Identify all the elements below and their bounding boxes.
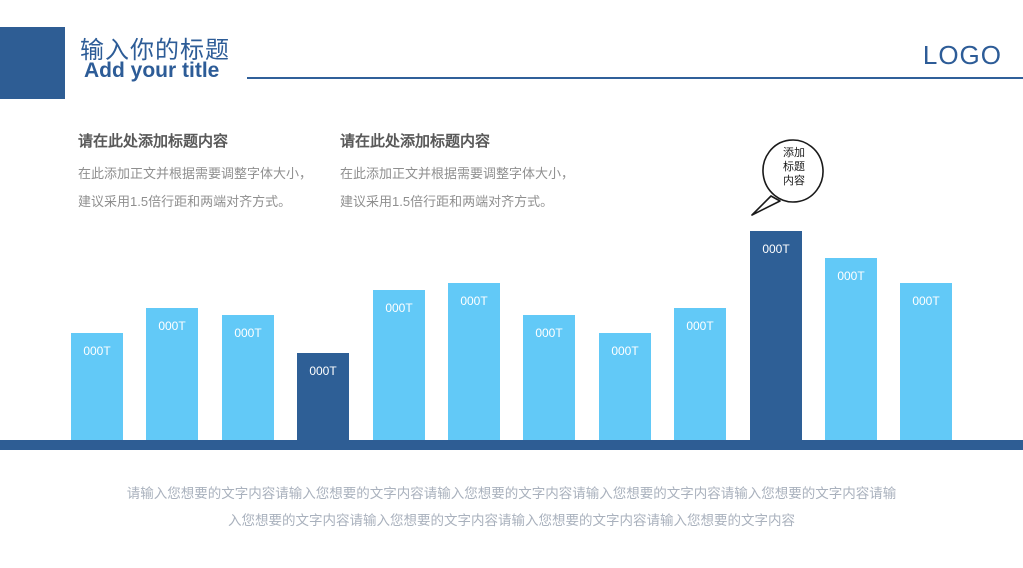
chart-bar: 000T: [825, 258, 877, 440]
intro-body-line: 建议采用1.5倍行距和两端对齐方式。: [340, 194, 554, 209]
chart-bar: 000T: [222, 315, 274, 440]
intro-heading: 请在此处添加标题内容: [340, 133, 491, 150]
page-title-cn: 输入你的标题: [80, 37, 230, 64]
speech-bubble-text: 添加 标题 内容: [770, 146, 818, 188]
bar-value-label: 000T: [535, 326, 563, 340]
logo-text: LOGO: [922, 40, 1002, 70]
bar-value-label: 000T: [611, 344, 639, 358]
footer-line-1: 请输入您想要的文字内容请输入您想要的文字内容请输入您想要的文字内容请输入您想要的…: [126, 486, 897, 501]
speech-bubble-line: 添加: [783, 147, 805, 159]
bar-value-label: 000T: [158, 319, 186, 333]
bar-value-label: 000T: [912, 294, 940, 308]
bar-value-label: 000T: [837, 269, 865, 283]
intro-heading: 请在此处添加标题内容: [78, 133, 229, 150]
bar-value-label: 000T: [686, 319, 714, 333]
chart-bar: 000T: [448, 283, 500, 440]
chart-bar: 000T: [523, 315, 575, 440]
header-divider-line: [247, 77, 1023, 79]
chart-bar: 000T: [674, 308, 726, 440]
bar-value-label: 000T: [762, 242, 790, 256]
chart-bar: 000T: [373, 290, 425, 440]
intro-body-line: 在此添加正文并根据需要调整字体大小，: [78, 166, 313, 181]
chart-bar: 000T: [900, 283, 952, 440]
header-accent-square: [0, 27, 65, 99]
bar-value-label: 000T: [309, 364, 337, 378]
chart-bar: 000T: [71, 333, 123, 440]
footer-line-2: 入您想要的文字内容请输入您想要的文字内容请输入您想要的文字内容请输入您想要的文字…: [228, 513, 795, 528]
page-title-en: Add your title: [84, 59, 220, 82]
chart-bar-highlighted: 000T: [297, 353, 349, 440]
intro-block-1: 请在此处添加标题内容 在此添加正文并根据需要调整字体大小， 建议采用1.5倍行距…: [78, 130, 318, 216]
intro-block-2: 请在此处添加标题内容 在此添加正文并根据需要调整字体大小， 建议采用1.5倍行距…: [340, 130, 580, 216]
speech-bubble-icon: [751, 139, 824, 216]
bar-value-label: 000T: [83, 344, 111, 358]
chart-baseline: [0, 440, 1023, 450]
bar-value-label: 000T: [234, 326, 262, 340]
bar-value-label: 000T: [385, 301, 413, 315]
chart-bar: 000T: [599, 333, 651, 440]
footer-placeholder-text: 请输入您想要的文字内容请输入您想要的文字内容请输入您想要的文字内容请输入您想要的…: [0, 480, 1023, 534]
speech-bubble-line: 标题: [783, 161, 805, 173]
bar-value-label: 000T: [460, 294, 488, 308]
intro-body-line: 在此添加正文并根据需要调整字体大小，: [340, 166, 575, 181]
intro-body-line: 建议采用1.5倍行距和两端对齐方式。: [78, 194, 292, 209]
chart-bar-highlighted: 000T: [750, 231, 802, 440]
speech-bubble-line: 内容: [783, 175, 805, 187]
chart-bar: 000T: [146, 308, 198, 440]
